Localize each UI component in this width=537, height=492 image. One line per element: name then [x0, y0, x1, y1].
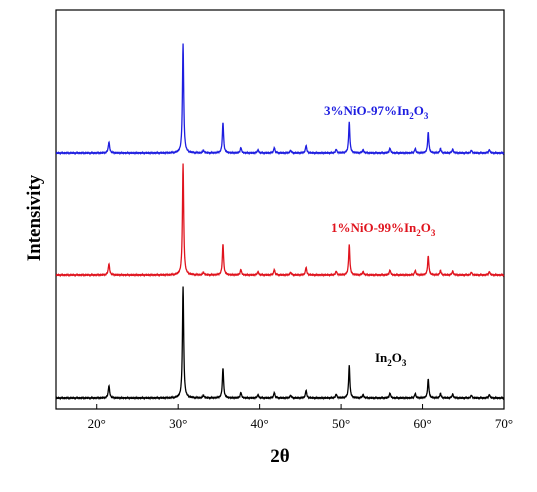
- series-0: In2O3: [55, 286, 505, 401]
- y-axis-title: Intensivity: [24, 174, 45, 261]
- series-2: 3%NiO-97%In2O3: [55, 43, 505, 156]
- series-label-part: In: [375, 350, 388, 365]
- series-label-part: 3: [431, 228, 436, 238]
- series-line: [55, 286, 505, 401]
- x-tick-label: 70°: [495, 416, 513, 431]
- x-axis: 20° 30° 40° 50° 60° 70°: [88, 404, 513, 431]
- series-label-part: O: [421, 220, 431, 235]
- x-axis-title: 2θ: [270, 446, 290, 467]
- series-line: [55, 43, 505, 156]
- series-label-part: 1%NiO-99%In: [331, 220, 417, 235]
- series-label-part: O: [414, 103, 424, 118]
- series-label: 3%NiO-97%In2O3: [324, 103, 429, 121]
- series-label: 1%NiO-99%In2O3: [331, 220, 436, 238]
- x-tick-label: 40°: [251, 416, 269, 431]
- x-tick-label: 60°: [413, 416, 431, 431]
- series-label-part: 3: [424, 111, 429, 121]
- series-label-part: 2: [409, 111, 414, 121]
- x-tick-label: 20°: [88, 416, 106, 431]
- x-tick-label: 50°: [332, 416, 350, 431]
- series-label: In2O3: [375, 350, 407, 368]
- series-label-part: 3%NiO-97%In: [324, 103, 410, 118]
- plot-frame: [55, 9, 505, 410]
- series-1: 1%NiO-99%In2O3: [55, 163, 505, 278]
- series-label-part: 2: [387, 358, 392, 368]
- series-label-part: 3: [402, 358, 407, 368]
- series-label-part: 2: [416, 228, 421, 238]
- series-label-part: O: [392, 350, 402, 365]
- x-tick-label: 30°: [169, 416, 187, 431]
- series-line: [55, 163, 505, 278]
